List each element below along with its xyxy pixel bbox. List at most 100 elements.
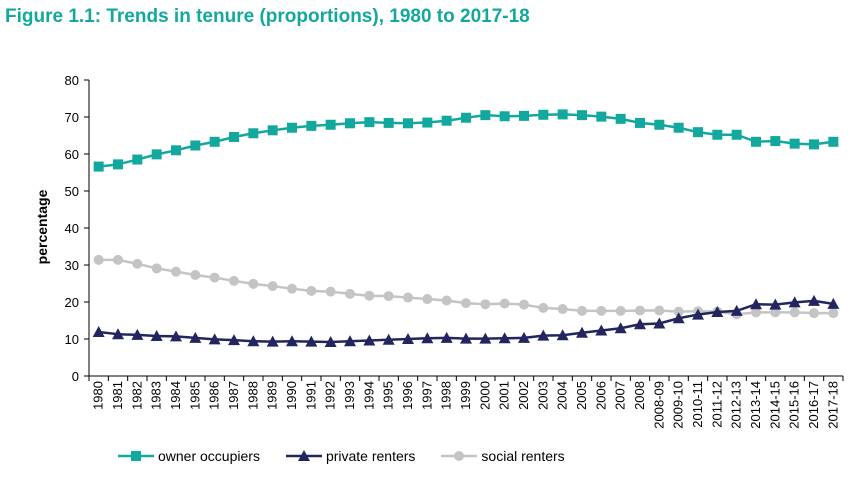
x-tick-label: 2000 bbox=[477, 381, 492, 410]
data-point bbox=[151, 149, 162, 160]
data-point bbox=[518, 331, 530, 343]
data-point bbox=[229, 275, 239, 286]
x-tick-label: 1983 bbox=[149, 381, 164, 410]
data-point bbox=[151, 263, 162, 274]
data-point bbox=[809, 139, 819, 150]
data-point bbox=[480, 299, 491, 310]
data-point bbox=[247, 335, 260, 347]
x-tick-label: 2010-11 bbox=[690, 381, 705, 428]
data-point bbox=[828, 308, 839, 319]
x-tick-label: 1986 bbox=[207, 381, 222, 410]
chart-axes bbox=[88, 80, 843, 377]
data-point bbox=[112, 328, 124, 340]
data-point bbox=[363, 334, 376, 346]
data-point bbox=[248, 128, 259, 139]
series-private-renters bbox=[92, 294, 840, 347]
data-point bbox=[673, 306, 684, 317]
legend-marker bbox=[454, 451, 465, 461]
x-tick-label: 1990 bbox=[284, 381, 299, 410]
data-point bbox=[267, 281, 278, 292]
data-point bbox=[382, 333, 395, 345]
data-point bbox=[286, 335, 298, 347]
x-tick-label: 2015-16 bbox=[787, 381, 802, 429]
data-point bbox=[324, 335, 337, 347]
data-point bbox=[712, 129, 723, 140]
data-point bbox=[693, 127, 703, 138]
y-axis-ticks: 0 10 20 30 40 50 60 70 80 bbox=[65, 73, 89, 384]
data-point bbox=[461, 298, 471, 309]
data-point bbox=[499, 298, 510, 309]
data-point bbox=[440, 331, 453, 343]
y-tick-label: 30 bbox=[65, 258, 79, 273]
data-point bbox=[499, 111, 510, 122]
y-tick-label: 0 bbox=[72, 369, 79, 384]
data-point bbox=[789, 138, 800, 149]
x-tick-label: 1987 bbox=[226, 381, 241, 410]
data-point bbox=[93, 254, 104, 265]
data-point bbox=[615, 305, 626, 316]
x-tick-label: 2017-18 bbox=[825, 381, 840, 429]
data-point bbox=[577, 305, 587, 316]
x-tick-label: 1984 bbox=[168, 381, 183, 410]
data-point bbox=[421, 332, 434, 344]
data-point bbox=[730, 304, 743, 316]
data-point bbox=[113, 254, 123, 265]
y-tick-label: 60 bbox=[65, 147, 79, 162]
y-tick-label: 10 bbox=[65, 332, 79, 347]
data-point bbox=[653, 317, 666, 329]
data-point bbox=[808, 294, 820, 306]
data-point bbox=[711, 305, 724, 317]
data-point bbox=[131, 328, 144, 340]
x-tick-label: 2002 bbox=[516, 381, 531, 410]
data-point bbox=[538, 302, 549, 313]
data-point bbox=[480, 110, 491, 121]
data-point bbox=[441, 295, 452, 306]
data-point bbox=[519, 110, 529, 121]
data-point bbox=[364, 117, 375, 128]
data-point bbox=[827, 297, 840, 309]
data-point bbox=[479, 332, 492, 344]
data-point bbox=[248, 278, 259, 289]
legend-item: owner occupiers bbox=[118, 448, 260, 464]
data-point bbox=[809, 308, 819, 319]
data-point bbox=[209, 272, 220, 283]
y-tick-label: 50 bbox=[65, 184, 79, 199]
data-point bbox=[113, 159, 123, 170]
series-owner-occupiers bbox=[93, 109, 839, 172]
data-point bbox=[770, 136, 781, 147]
x-tick-label: 2011-12 bbox=[709, 381, 724, 428]
data-point bbox=[770, 307, 781, 318]
data-point bbox=[788, 296, 801, 308]
data-point bbox=[306, 120, 317, 131]
figure-title: Figure 1.1: Trends in tenure (proportion… bbox=[5, 6, 530, 27]
data-point bbox=[731, 129, 742, 140]
data-point bbox=[577, 110, 587, 121]
data-point bbox=[171, 145, 181, 156]
data-point bbox=[654, 119, 665, 130]
x-axis-ticks: 1980 1981 1982 1983 1984 1985 1986 1987 1988 1989… bbox=[88, 376, 844, 429]
x-tick-label: 1993 bbox=[342, 381, 357, 410]
data-point bbox=[673, 122, 684, 133]
data-point bbox=[228, 334, 240, 346]
data-point bbox=[537, 329, 550, 341]
data-point bbox=[306, 285, 317, 296]
data-point bbox=[751, 136, 761, 147]
data-point bbox=[364, 290, 375, 301]
legend-swatch bbox=[118, 451, 154, 461]
series-social-renters bbox=[93, 254, 839, 320]
data-point bbox=[93, 161, 104, 172]
data-point bbox=[402, 333, 414, 344]
x-tick-label: 1997 bbox=[419, 381, 434, 410]
legend-swatch bbox=[285, 450, 322, 461]
data-point bbox=[208, 333, 221, 345]
y-tick-label: 80 bbox=[65, 73, 79, 88]
x-tick-label: 2007 bbox=[613, 381, 628, 410]
data-point bbox=[595, 324, 608, 336]
data-point bbox=[325, 286, 336, 297]
data-point bbox=[441, 115, 452, 126]
data-point bbox=[557, 304, 568, 315]
data-point bbox=[654, 305, 665, 316]
data-point bbox=[132, 258, 143, 269]
data-point bbox=[190, 140, 201, 151]
y-tick-label: 70 bbox=[65, 110, 79, 125]
